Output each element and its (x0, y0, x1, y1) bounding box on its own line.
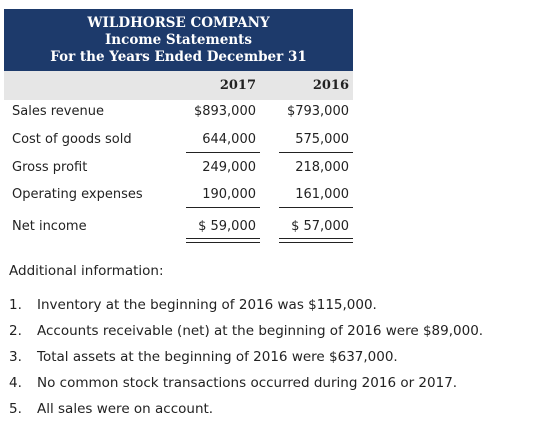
value-2016: 161,000 (295, 187, 349, 202)
value-2017: 190,000 (202, 187, 256, 202)
year-2016-header: 2016 (312, 78, 349, 93)
value-2016: $793,000 (286, 104, 349, 119)
list-item: 4. No common stock transactions occurred … (9, 374, 483, 400)
row-label: Net income (12, 219, 87, 234)
subtotal-rule-2016 (279, 207, 353, 208)
item-number: 4. (9, 375, 22, 391)
income-statement-table: WILDHORSE COMPANY Income Statements For … (4, 9, 353, 243)
item-text: All sales were on account. (37, 401, 214, 417)
item-number: 5. (9, 401, 22, 417)
item-text: Accounts receivable (net) at the beginni… (37, 323, 484, 339)
item-text: Total assets at the beginning of 2016 we… (37, 349, 398, 365)
value-2017: 644,000 (202, 132, 256, 147)
total-double-rule-2016 (279, 238, 353, 243)
year-header-row: 2017 2016 (4, 71, 353, 100)
item-text: Inventory at the beginning of 2016 was $… (37, 297, 377, 313)
row-sales-revenue: Sales revenue $893,000 $793,000 (4, 103, 353, 123)
additional-info-list: 1. Inventory at the beginning of 2016 was… (9, 296, 483, 426)
value-2016: 575,000 (295, 132, 349, 147)
row-label: Cost of goods sold (12, 132, 132, 147)
subtotal-rule-2017 (186, 152, 260, 153)
list-item: 2. Accounts receivable (net) at the begin… (9, 322, 483, 348)
subtotal-rule-2017 (186, 207, 260, 208)
list-item: 3. Total assets at the beginning of 2016 … (9, 348, 483, 374)
list-item: 5. All sales were on account. (9, 400, 483, 426)
list-item: 1. Inventory at the beginning of 2016 was… (9, 296, 483, 322)
row-operating-expenses: Operating expenses 190,000 161,000 (4, 186, 353, 206)
value-2017: 249,000 (202, 160, 256, 175)
statement-title: Income Statements (104, 32, 252, 48)
row-cost-of-goods-sold: Cost of goods sold 644,000 575,000 (4, 131, 353, 151)
statement-header: WILDHORSE COMPANY Income Statements For … (4, 9, 353, 71)
additional-info-heading: Additional information: (9, 263, 164, 279)
statement-period: For the Years Ended December 31 (50, 49, 307, 65)
row-label: Gross profit (12, 160, 88, 175)
value-2016: $ 57,000 (291, 219, 349, 234)
year-2017-header: 2017 (219, 78, 256, 93)
item-text: No common stock transactions occurred du… (37, 375, 458, 391)
row-label: Sales revenue (12, 104, 104, 119)
value-2017: $ 59,000 (198, 219, 256, 234)
item-number: 2. (9, 323, 22, 339)
subtotal-rule-2016 (279, 152, 353, 153)
total-double-rule-2017 (186, 238, 260, 243)
row-net-income: Net income $ 59,000 $ 57,000 (4, 218, 353, 238)
value-2016: 218,000 (295, 160, 349, 175)
row-gross-profit: Gross profit 249,000 218,000 (4, 159, 353, 179)
item-number: 3. (9, 349, 22, 365)
value-2017: $893,000 (193, 104, 256, 119)
company-name: WILDHORSE COMPANY (87, 15, 270, 31)
row-label: Operating expenses (12, 187, 143, 202)
item-number: 1. (9, 297, 22, 313)
